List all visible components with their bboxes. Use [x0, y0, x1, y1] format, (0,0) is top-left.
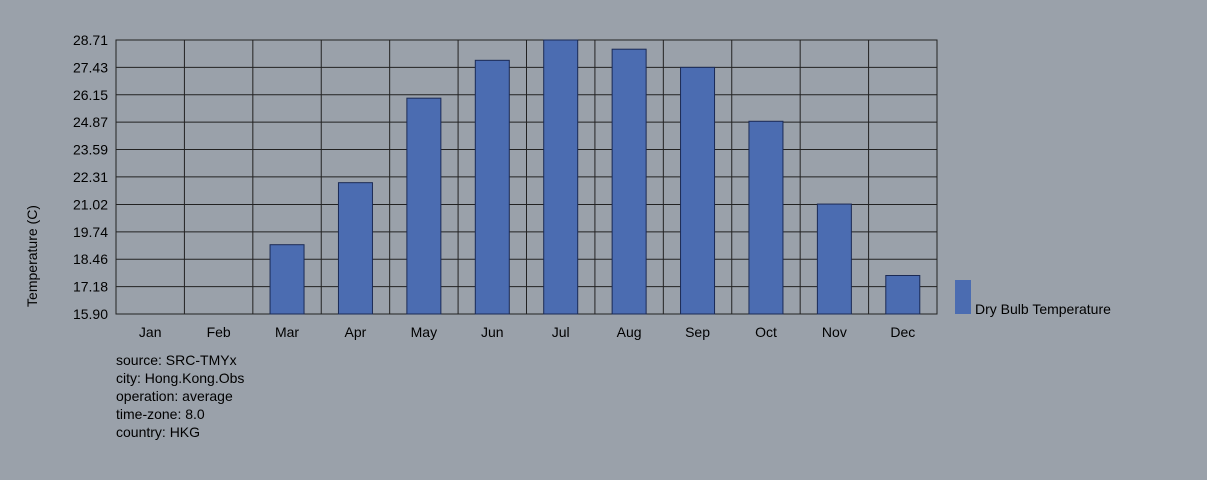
bars	[269, 39, 921, 315]
x-tick-label: May	[411, 324, 437, 340]
bar-jun	[474, 59, 510, 315]
bar-jul	[543, 39, 579, 315]
x-tick-label: Nov	[822, 324, 847, 340]
x-tick-label: Jul	[552, 324, 570, 340]
y-tick-label: 18.46	[73, 251, 108, 267]
y-axis-ticks: 15.90 17.18 18.46 19.74 21.02 22.31 23.59 24.87…	[73, 32, 108, 322]
grid-lines	[115, 39, 938, 315]
y-tick-label: 23.59	[73, 142, 108, 158]
y-tick-label: 28.71	[73, 32, 108, 48]
y-tick-label: 15.90	[73, 306, 108, 322]
x-tick-label: Jun	[481, 324, 504, 340]
y-tick-label: 26.15	[73, 87, 108, 103]
bar-mar	[269, 244, 305, 315]
bar-nov	[816, 203, 852, 315]
y-tick-label: 22.31	[73, 169, 108, 185]
metadata-time-zone: time-zone: 8.0	[116, 406, 205, 422]
y-tick-label: 17.18	[73, 279, 108, 295]
bar-sep	[680, 66, 716, 315]
metadata-country: country: HKG	[116, 424, 201, 440]
y-tick-label: 24.87	[73, 114, 108, 130]
bar-oct	[748, 120, 784, 315]
legend-swatch	[955, 280, 971, 314]
x-tick-label: Mar	[275, 324, 299, 340]
bar-dec	[885, 274, 921, 315]
y-tick-label: 19.74	[73, 224, 108, 240]
metadata-block: source: SRC-TMYx city: Hong.Kong.Obs ope…	[116, 351, 244, 441]
y-axis-label: Temperature (C)	[24, 205, 40, 307]
bar-aug	[611, 48, 647, 315]
x-axis-ticks: Jan Feb Mar Apr May Jun Jul Aug Sep Oct Nov Dec	[139, 324, 915, 340]
y-tick-label: 27.43	[73, 59, 108, 75]
metadata-operation: operation: average	[116, 388, 233, 404]
x-tick-label: Feb	[207, 324, 231, 340]
x-tick-label: Apr	[345, 324, 367, 340]
x-tick-label: Jan	[139, 324, 162, 340]
legend: Dry Bulb Temperature	[955, 280, 1111, 317]
x-tick-label: Oct	[755, 324, 777, 340]
x-tick-label: Dec	[890, 324, 915, 340]
plot-frame	[115, 39, 938, 315]
bar-apr	[337, 182, 373, 315]
metadata-source: source: SRC-TMYx	[116, 352, 237, 368]
y-tick-label: 21.02	[73, 196, 108, 212]
metadata-city: city: Hong.Kong.Obs	[116, 370, 245, 386]
bar-may	[406, 97, 442, 315]
legend-label: Dry Bulb Temperature	[975, 301, 1111, 317]
x-tick-label: Aug	[617, 324, 642, 340]
x-tick-label: Sep	[685, 324, 710, 340]
